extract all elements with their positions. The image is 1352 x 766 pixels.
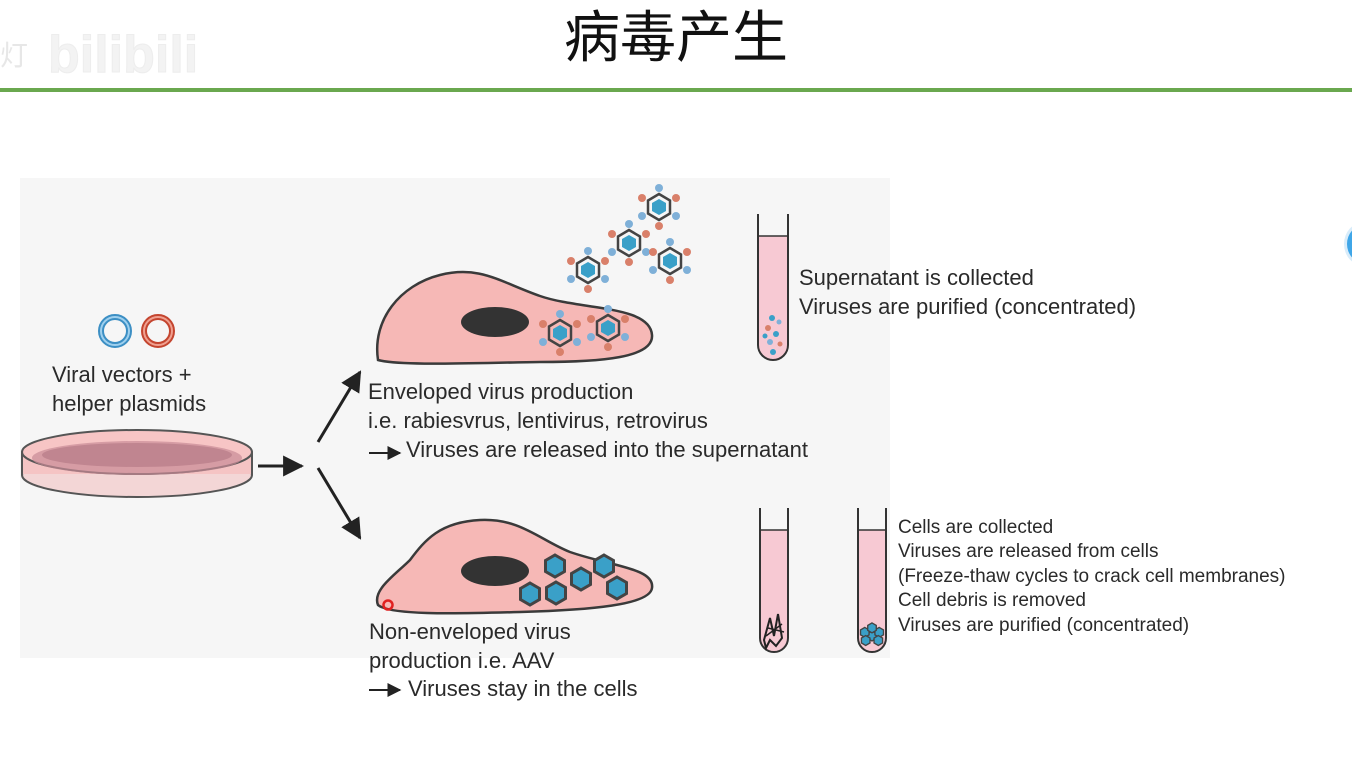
arrow-down [316,467,362,540]
cursor-marker-icon [382,599,394,611]
cells-note-2: Viruses are released from cells [898,541,1159,562]
aav-line-2: production i.e. AAV [369,648,555,673]
cells-note-1: Cells are collected [898,517,1054,538]
petri-dish-icon [21,429,253,498]
aav-result: Viruses stay in the cells [408,676,638,701]
aav-line-1: Non-enveloped virus [369,619,571,644]
cells-note-3: (Freeze-thaw cycles to crack cell membra… [898,566,1286,587]
cells-note-4: Cell debris is removed [898,590,1086,611]
tube-supernatant-icon [757,214,789,361]
released-viruses [565,182,693,295]
cells-note-5: Viruses are purified (concentrated) [898,615,1190,636]
enveloped-line-2: i.e. rabiesvrus, lentivirus, retrovirus [368,408,708,433]
arrow-up [316,370,362,443]
slide-title: 病毒产生 [564,6,788,71]
enveloped-line-1: Enveloped virus production [368,379,634,404]
supernatant-note-1: Supernatant is collected [799,265,1034,290]
left-label-2: helper plasmids [52,391,207,416]
bilibili-logo-icon: 灯 bilibili [0,26,199,85]
tube-cells-icon [759,508,789,653]
nucleus-icon [461,556,529,586]
title-divider [0,88,1352,92]
enveloped-cell [375,270,654,365]
supernatant-note-2: Viruses are purified (concentrated) [799,294,1137,319]
enveloped-result: Viruses are released into the supernatan… [406,437,808,462]
left-label-1: Viral vectors + [52,362,192,387]
svg-text:bilibili: bilibili [48,26,198,80]
nucleus-icon [461,307,529,337]
tube-purified-icon [857,508,887,653]
svg-text:灯: 灯 [0,39,28,72]
bilibili-watermark: 灯 bilibili [0,10,200,85]
non-enveloped-cell [375,518,654,615]
